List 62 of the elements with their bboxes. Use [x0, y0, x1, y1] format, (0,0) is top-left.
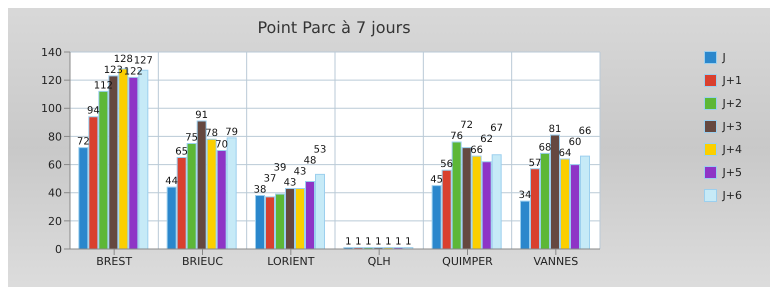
data-label: 68: [538, 142, 552, 154]
data-label: 60: [568, 136, 582, 148]
x-tick-label: BRIEUC: [182, 254, 224, 268]
legend-label: J: [722, 50, 726, 66]
y-tick-label: 140: [41, 46, 62, 59]
data-label: 94: [86, 106, 100, 117]
data-label: 78: [205, 128, 218, 140]
x-tick-label: LORIENT: [267, 254, 315, 268]
data-label: 72: [76, 136, 90, 148]
data-label: 65: [175, 146, 188, 158]
data-label: 43: [294, 166, 306, 178]
data-label: 56: [440, 159, 454, 170]
y-tick-label: 120: [41, 74, 62, 88]
data-label: 123: [104, 64, 123, 76]
data-label: 91: [195, 110, 208, 121]
legend-label: J+5: [722, 165, 742, 181]
legend-label: J+1: [722, 73, 742, 89]
x-tick-label: BREST: [96, 254, 132, 268]
data-label: 1: [385, 236, 392, 248]
legend-label: J+2: [722, 96, 742, 112]
data-label: 45: [430, 174, 444, 186]
data-label: 81: [548, 124, 562, 136]
data-label: 1: [365, 236, 372, 248]
data-label: 67: [490, 123, 504, 134]
data-label: 44: [165, 176, 178, 188]
data-label: 57: [528, 158, 542, 169]
data-label: 53: [314, 144, 326, 156]
legend-label: J+6: [722, 188, 742, 204]
legend-label: J+4: [722, 142, 742, 158]
data-label: 66: [470, 145, 484, 156]
data-label: 1: [355, 236, 362, 248]
data-label: 38: [254, 184, 266, 196]
data-label: 75: [185, 132, 198, 144]
y-tick-label: 0: [55, 242, 62, 256]
chart-title: Point Parc à 7 jours: [256, 18, 412, 37]
x-tick-label: QUIMPER: [442, 254, 494, 268]
data-label: 1: [405, 236, 412, 248]
x-tick-label: QLH: [368, 254, 391, 268]
data-label: 72: [460, 120, 474, 132]
data-label: 66: [578, 126, 592, 137]
data-label: 79: [225, 126, 238, 138]
data-label: 76: [450, 131, 464, 142]
legend-label: J+3: [722, 119, 742, 135]
y-tick-label: 100: [41, 102, 62, 116]
data-label: 128: [114, 54, 133, 65]
y-tick-label: 20: [48, 214, 62, 228]
data-label: 70: [215, 140, 228, 150]
data-label: 37: [264, 174, 276, 185]
x-tick-label: VANNES: [533, 254, 578, 268]
data-label: 34: [518, 190, 532, 202]
data-label: 127: [134, 55, 153, 66]
y-tick-label: 80: [48, 130, 62, 144]
data-label: 39: [274, 162, 286, 174]
data-label: 64: [558, 148, 572, 159]
y-tick-label: 60: [48, 158, 62, 172]
data-label: 62: [480, 134, 494, 146]
data-label: 1: [375, 236, 382, 248]
y-tick-label: 40: [48, 186, 62, 200]
data-label: 48: [304, 155, 316, 166]
data-label: 1: [395, 236, 402, 248]
data-label: 1: [345, 236, 352, 248]
data-label: 43: [284, 177, 296, 188]
